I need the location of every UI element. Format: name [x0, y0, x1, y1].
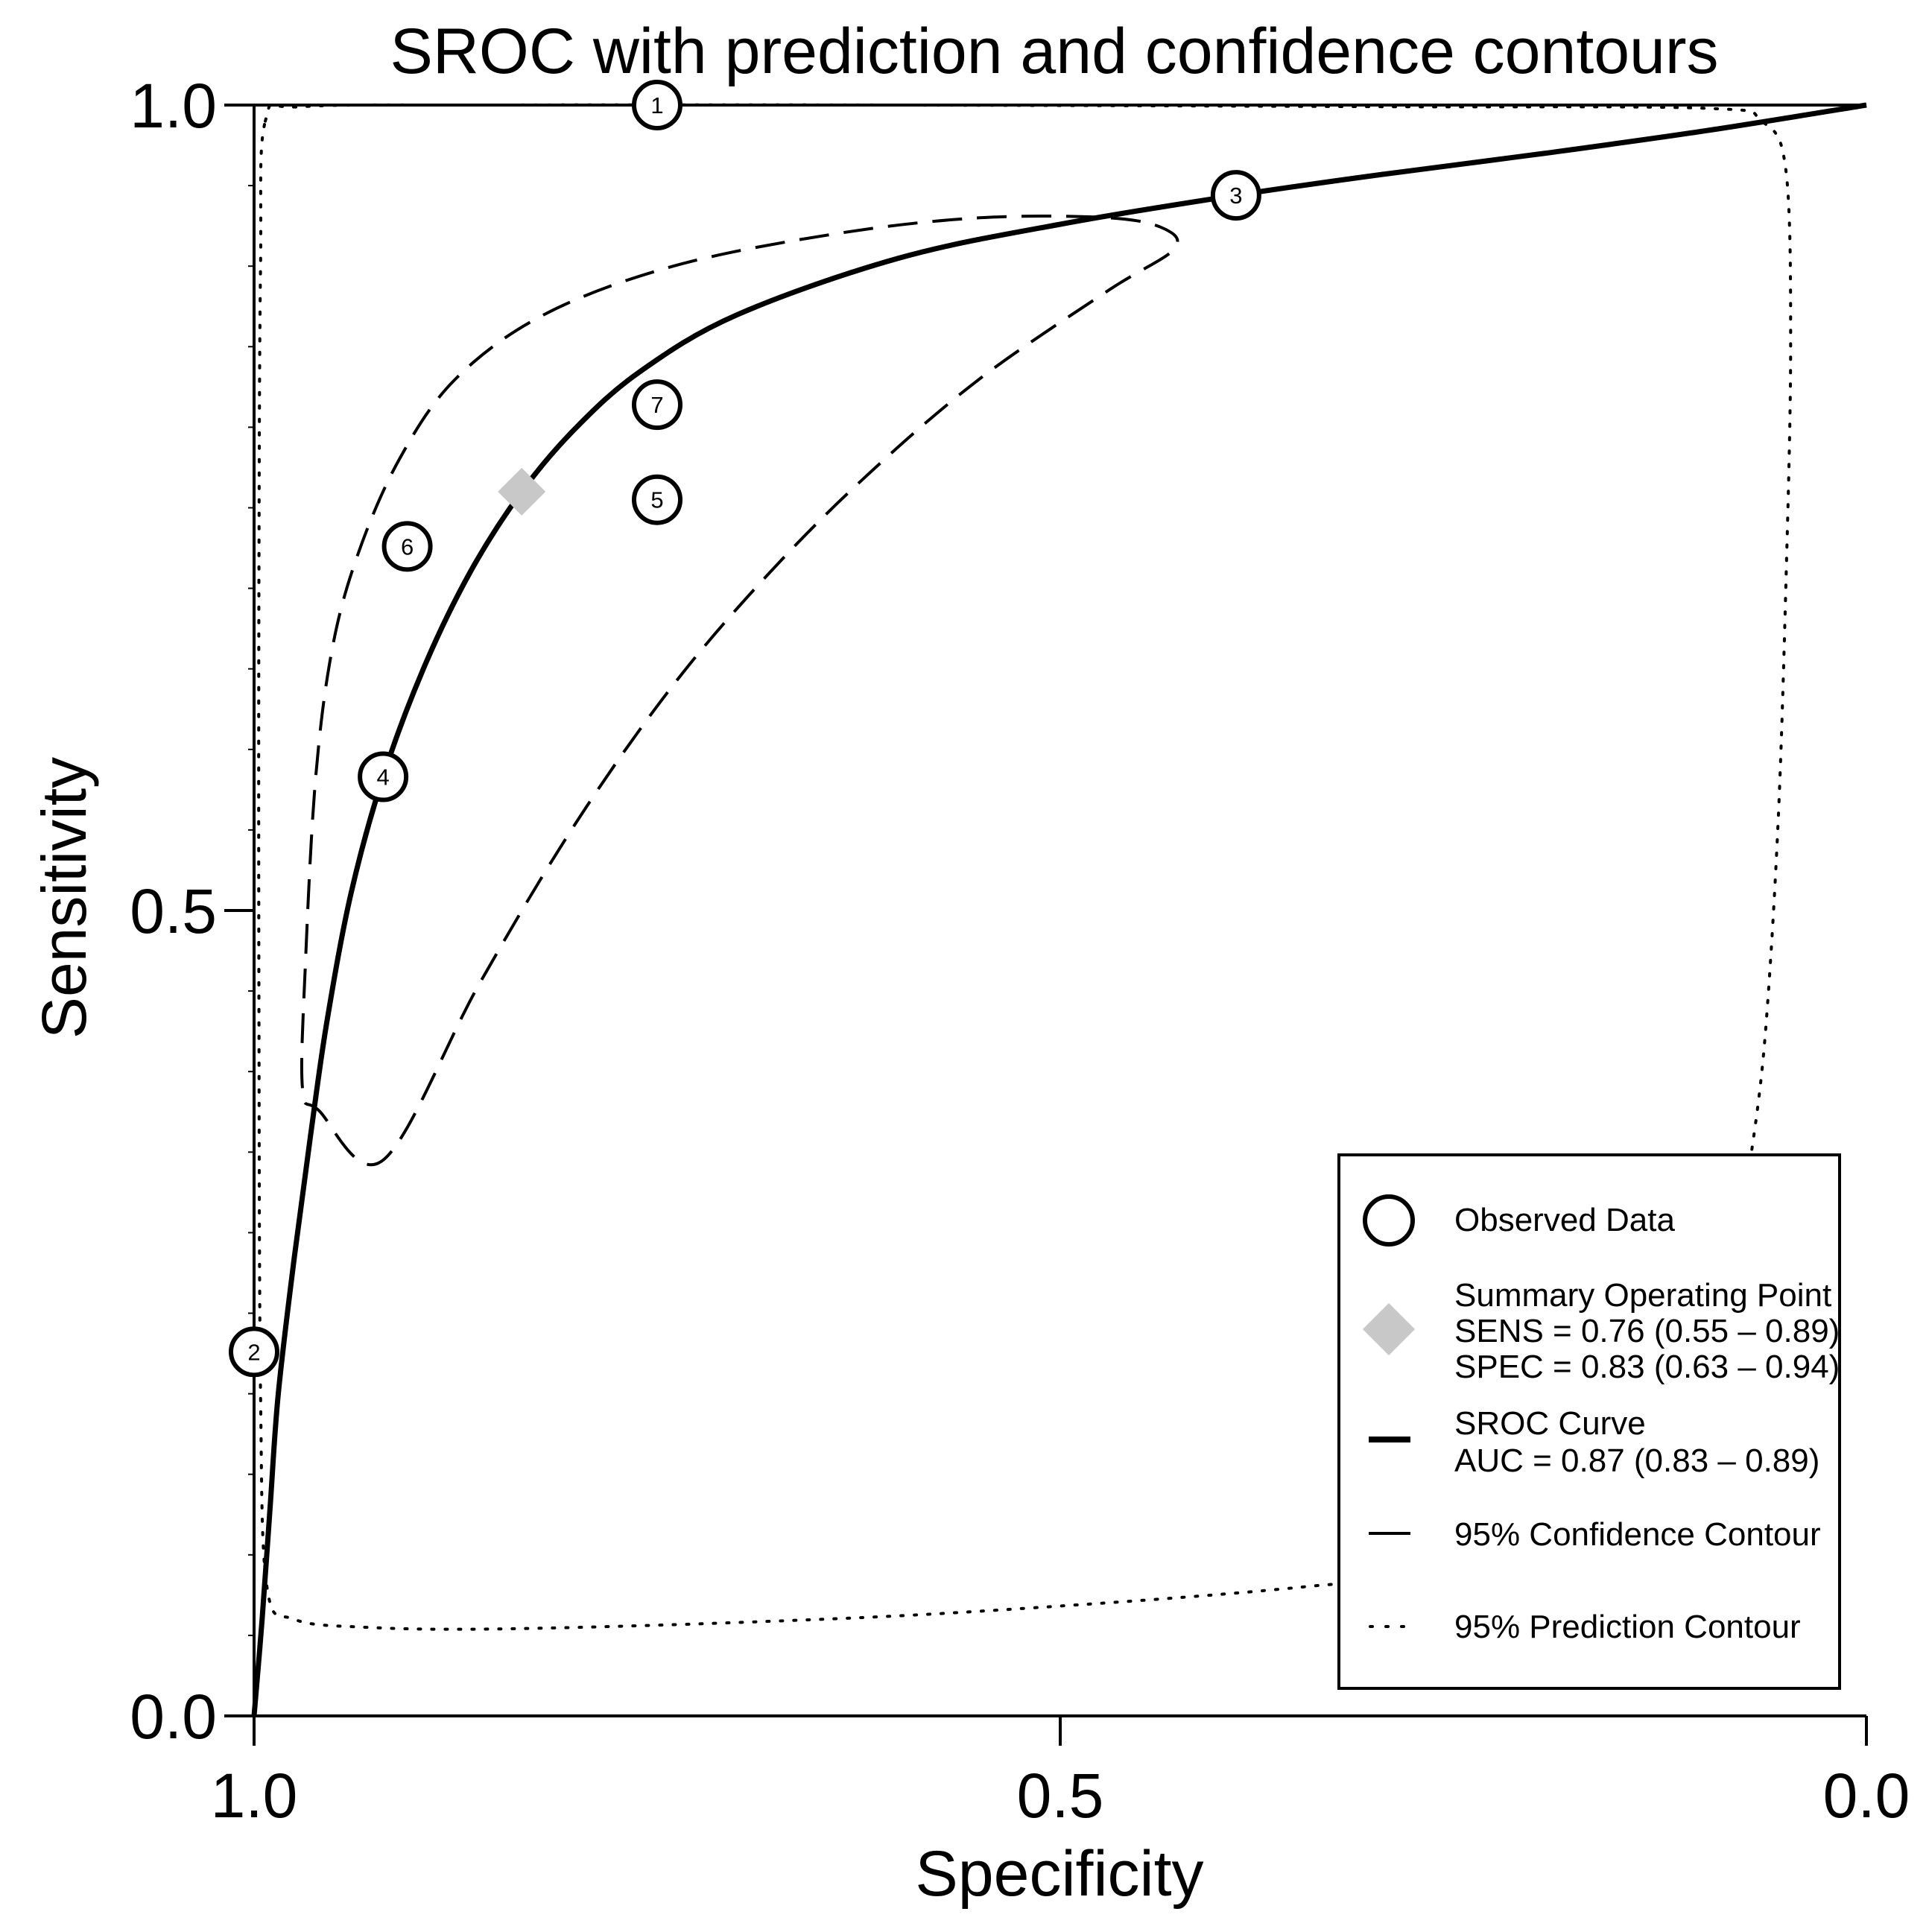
legend-summary-sens: SENS = 0.76 (0.55 – 0.89) [1454, 1313, 1840, 1349]
x-tick-label: 1.0 [211, 1761, 298, 1831]
y-tick-label: 0.0 [130, 1682, 217, 1752]
y-axis-label: Sensitivity [29, 757, 99, 1039]
observed-point-label: 3 [1229, 183, 1242, 209]
legend: Observed Data Summary Operating Point SE… [1337, 1153, 1841, 1690]
legend-observed-symbol [1363, 1194, 1415, 1247]
observed-point-marker [632, 80, 682, 130]
observed-point-5: 5 [632, 474, 682, 525]
x-tick-label: 0.0 [1823, 1761, 1910, 1831]
legend-observed-label: Observed Data [1454, 1202, 1675, 1238]
observed-point-label: 1 [650, 92, 663, 118]
observed-point-1: 1 [632, 80, 682, 130]
legend-summary-spec: SPEC = 0.83 (0.63 – 0.94) [1454, 1349, 1840, 1385]
legend-curve-auc: AUC = 0.87 (0.83 – 0.89) [1454, 1442, 1819, 1479]
observed-point-7: 7 [632, 379, 682, 431]
legend-prediction-label: 95% Prediction Contour [1454, 1609, 1801, 1645]
observed-point-label: 4 [376, 764, 389, 791]
observed-point-marker [381, 521, 433, 572]
legend-box [1337, 1153, 1841, 1690]
x-tick-label: 0.5 [1017, 1761, 1104, 1831]
observed-point-marker [358, 751, 409, 802]
summary-operating-point [498, 467, 546, 516]
observed-point-6: 6 [381, 521, 433, 572]
observed-point-4: 4 [358, 751, 409, 802]
observed-point-marker [632, 474, 682, 525]
observed-point-marker [229, 1326, 279, 1378]
observed-point-label: 7 [650, 392, 663, 418]
chart-title: SROC with prediction and confidence cont… [390, 16, 1718, 87]
legend-summary-title: Summary Operating Point [1454, 1277, 1831, 1314]
y-tick-label: 1.0 [130, 71, 217, 141]
legend-summary-symbol [1363, 1303, 1415, 1355]
observed-point-label: 5 [650, 487, 663, 513]
legend-curve-title: SROC Curve [1454, 1405, 1646, 1442]
x-axis-label: Specificity [915, 1838, 1203, 1910]
y-ticks: 0.0 0.5 1.0 [130, 71, 254, 1752]
prediction-contour [257, 103, 1793, 1631]
observed-point-label: 2 [247, 1339, 260, 1365]
observed-point-label: 6 [401, 533, 414, 560]
x-ticks: 1.0 0.5 0.0 [211, 1716, 1910, 1831]
y-tick-label: 0.5 [130, 876, 217, 946]
legend-confidence-label: 95% Confidence Contour [1454, 1516, 1821, 1553]
observed-point-marker [1210, 170, 1261, 221]
confidence-contour [300, 215, 1179, 1167]
observed-point-3: 3 [1210, 170, 1261, 221]
observed-points: 1 2 3 4 5 6 7 [229, 80, 1261, 1378]
observed-point-marker [632, 379, 682, 431]
observed-point-2: 2 [229, 1326, 279, 1378]
